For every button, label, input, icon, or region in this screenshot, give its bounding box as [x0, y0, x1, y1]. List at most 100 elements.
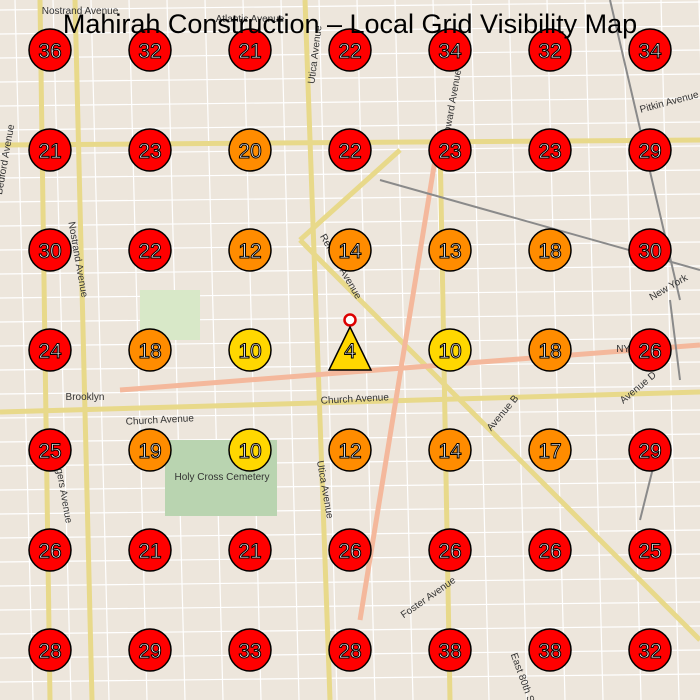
cell-value: 10: [238, 340, 261, 363]
map-title: Mahirah Construction – Local Grid Visibi…: [63, 9, 637, 39]
grid-cell: [428, 28, 472, 72]
grid-cell: [528, 628, 572, 672]
street-label: Church Avenue: [321, 392, 390, 407]
street: [0, 169, 700, 179]
street: [0, 97, 700, 107]
cell-value: 29: [138, 640, 161, 663]
cell-value: 33: [238, 640, 261, 663]
cell-value: 34: [638, 40, 662, 63]
grid-cell: [528, 128, 572, 172]
street: [0, 601, 700, 611]
street: [14, 0, 34, 700]
cell-value: 13: [438, 240, 461, 263]
grid-cell: [328, 28, 372, 72]
street: [0, 409, 700, 419]
cell-value: 19: [138, 440, 161, 463]
road: [0, 389, 700, 415]
cell-value: 28: [38, 640, 61, 663]
cell-value: 18: [138, 340, 161, 363]
street: [204, 0, 224, 700]
grid-cell: [428, 228, 472, 272]
cell-value: 4: [344, 340, 356, 363]
cell-value: 17: [538, 440, 561, 463]
grid-cell: [128, 228, 172, 272]
grid-cell: [428, 428, 472, 472]
site-marker: [327, 325, 373, 371]
grid-cell: [228, 428, 272, 472]
road: [302, 0, 333, 700]
cell-value: 23: [438, 140, 461, 163]
street: [166, 0, 186, 700]
cell-value: 21: [238, 40, 261, 63]
grid-cell: [528, 28, 572, 72]
grid-cell: [228, 228, 272, 272]
street-label: Nostrand Avenue: [42, 6, 119, 17]
street: [0, 481, 700, 491]
street: [0, 121, 700, 131]
grid-cell: [328, 428, 372, 472]
road: [72, 0, 95, 700]
cell-value: 10: [238, 440, 261, 463]
cell-value: 24: [38, 340, 62, 363]
grid-cell: [328, 628, 372, 672]
street: [0, 505, 700, 515]
grid-cell: [128, 428, 172, 472]
street: [90, 0, 110, 700]
cell-value: 18: [538, 240, 561, 263]
grid-cell: [628, 228, 672, 272]
grid-cell: [528, 428, 572, 472]
grid-cell: [228, 528, 272, 572]
street-label: Atlantic Avenue: [216, 14, 285, 25]
cell-value: 30: [38, 240, 61, 263]
grid-cell: [128, 628, 172, 672]
street-label: Brooklyn: [66, 392, 105, 403]
cell-value: 21: [238, 540, 261, 563]
grid-cell: [628, 28, 672, 72]
grid-cell: [228, 128, 272, 172]
street: [0, 385, 700, 395]
street-label: Church Avenue: [126, 413, 195, 428]
road: [298, 148, 402, 242]
cell-value: 32: [538, 40, 561, 63]
street: [508, 0, 528, 700]
grid-cell: [428, 328, 472, 372]
cell-value: 23: [538, 140, 561, 163]
street: [0, 217, 700, 227]
grid-cell: [228, 628, 272, 672]
rail: [669, 299, 681, 381]
grid-cell: [128, 528, 172, 572]
cell-value: 14: [438, 440, 462, 463]
street: [318, 0, 338, 700]
grid-cell: [628, 428, 672, 472]
cell-value: 32: [638, 640, 661, 663]
cell-value: 21: [138, 540, 161, 563]
cell-value: 34: [438, 40, 462, 63]
grid-cell: [128, 128, 172, 172]
grid-cell: [228, 328, 272, 372]
grid-cell: [28, 28, 72, 72]
grid-cell: [28, 528, 72, 572]
grid-cell: [428, 628, 472, 672]
cell-value: 22: [338, 140, 361, 163]
cell-value: 26: [338, 540, 361, 563]
grid-cell: [28, 228, 72, 272]
grid-cell: [328, 228, 372, 272]
cell-value: 38: [438, 640, 461, 663]
cell-value: 29: [638, 440, 661, 463]
cell-value: 26: [638, 340, 661, 363]
road: [357, 159, 438, 621]
cell-value: 26: [438, 540, 461, 563]
street: [0, 673, 700, 683]
street: [356, 0, 376, 700]
cell-value: 36: [38, 40, 61, 63]
cell-value: 28: [338, 640, 361, 663]
cell-value: 26: [38, 540, 61, 563]
street: [0, 577, 700, 587]
street: [0, 73, 700, 83]
street: [470, 0, 490, 700]
cell-value: 10: [438, 340, 461, 363]
grid-cell: [28, 428, 72, 472]
cell-value: 22: [338, 40, 361, 63]
